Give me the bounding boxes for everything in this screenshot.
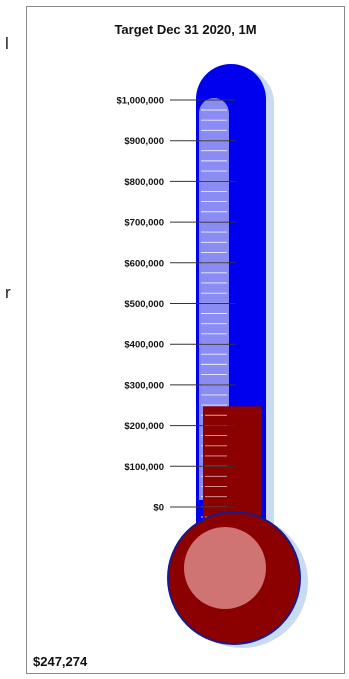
current-total: $247,274 (33, 654, 88, 669)
tick-label: $600,000 (124, 258, 164, 269)
tick-label: $800,000 (124, 177, 164, 188)
tick-label: $1,000,000 (116, 96, 164, 107)
tick-label: $400,000 (124, 340, 164, 351)
tick-label: $200,000 (124, 421, 164, 432)
edge-glyph: r (5, 283, 11, 302)
tick-label: $100,000 (124, 462, 164, 473)
page-margin (0, 0, 26, 679)
tick-label: $500,000 (124, 299, 164, 310)
chart-title: Target Dec 31 2020, 1M (114, 22, 257, 37)
tick-label: $0 (153, 503, 164, 514)
bulb-highlight (184, 527, 266, 609)
edge-glyph: l (5, 34, 9, 53)
tick-label: $900,000 (124, 136, 164, 147)
tick-label: $700,000 (124, 218, 164, 229)
tube-highlight (199, 98, 229, 500)
tick-label: $300,000 (124, 380, 164, 391)
